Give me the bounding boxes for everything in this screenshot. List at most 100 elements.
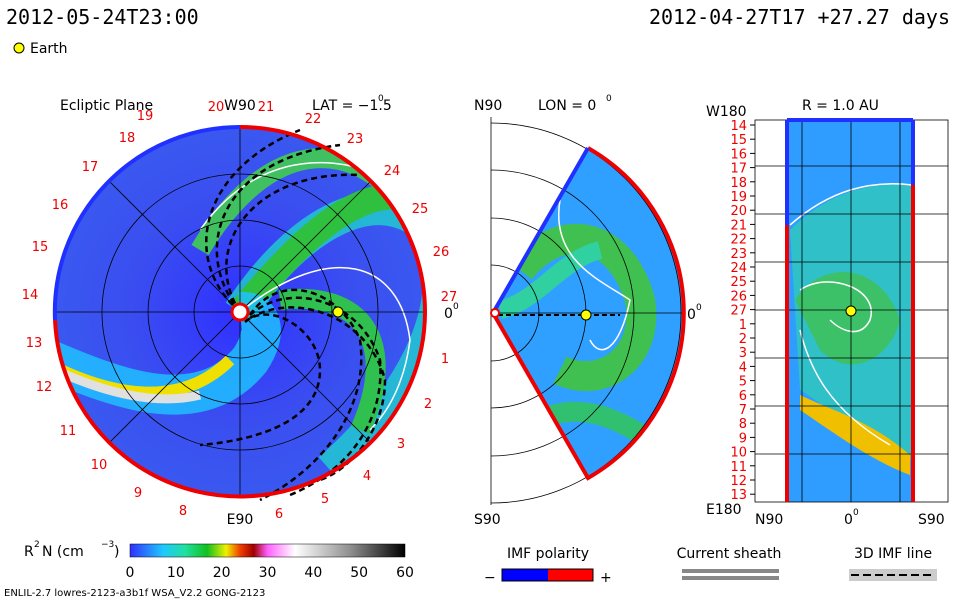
meridional-top: N90: [474, 98, 502, 114]
sphere-bottom-mid: 0: [844, 512, 853, 528]
sphere-bottom-left: E180: [706, 502, 742, 518]
ecliptic-rim-blue: [52, 124, 241, 321]
meridional-panel: N90 LON = 0 0 S90 0 0: [474, 94, 702, 528]
sphere-label: 4: [739, 360, 747, 375]
meridional-right-sup: 0: [696, 303, 702, 313]
sphere-label: 18: [730, 176, 747, 191]
carrington-label: 5: [321, 492, 329, 507]
ecliptic-rim-red-2: [53, 319, 331, 499]
ecliptic-right: 0: [444, 306, 453, 322]
sphere-bottom-n: N90: [755, 512, 783, 528]
meridional-right: 0: [687, 307, 696, 323]
sun: [230, 302, 250, 322]
sphere-labels: 1415161718192021222324252627123456789101…: [730, 119, 755, 503]
sphere-label: 12: [730, 474, 747, 489]
carrington-label: 15: [32, 240, 49, 255]
colorbar-tick-label: 40: [304, 565, 322, 581]
sphere-label: 15: [730, 133, 747, 148]
ecliptic-grid: [55, 127, 425, 497]
sphere-label: 1: [739, 318, 747, 333]
carrington-label: 21: [258, 100, 275, 115]
sphere-label: 14: [730, 119, 747, 134]
colorbar-tick-label: 30: [259, 565, 277, 581]
sphere-label: 27: [730, 304, 747, 319]
colorbar-label-sup: −3: [101, 540, 114, 550]
carrington-label: 17: [82, 160, 99, 175]
carrington-label: 20: [208, 100, 225, 115]
sheath-line-2: [682, 576, 779, 580]
sphere-label: 20: [730, 204, 747, 219]
carrington-label: 4: [363, 469, 371, 484]
carrington-label: 19: [137, 109, 154, 124]
ecliptic-right-sup: 0: [453, 302, 459, 312]
sphere-label: 19: [730, 190, 747, 205]
carrington-label: 9: [134, 486, 142, 501]
wedge-rim-blue: [491, 147, 590, 314]
sphere-label: 6: [739, 389, 747, 404]
colorbar-ticks: 0 10 20 30 40 50 60: [126, 565, 414, 581]
carrington-label: 3: [397, 437, 405, 452]
sphere-label: 23: [730, 247, 747, 262]
footer: ENLIL-2.7 lowres-2123-a3b1f WSA_V2.2 GON…: [4, 588, 265, 599]
carrington-label: 11: [60, 424, 77, 439]
sheath-line: [682, 569, 779, 573]
sphere-label: 25: [730, 275, 747, 290]
carrington-label: 13: [26, 336, 43, 351]
carrington-label: 16: [52, 198, 69, 213]
wedge-rim-red: [491, 146, 686, 481]
sun-meridional: [490, 308, 500, 318]
meridional-bottom: S90: [474, 512, 501, 528]
colorbar-label-r: R: [24, 544, 34, 560]
colorbar-tick-label: 0: [126, 565, 135, 581]
sphere-top-left: W180: [706, 104, 747, 120]
imf-plus: +: [600, 570, 612, 586]
earth-ecliptic: [332, 306, 344, 318]
sphere-title: R = 1.0 AU: [802, 98, 879, 114]
sphere-label: 13: [730, 488, 747, 503]
carrington-label: 23: [347, 132, 364, 147]
colorbar-tick-label: 60: [396, 565, 414, 581]
sphere-label: 17: [730, 162, 747, 177]
sphere-label: 7: [739, 403, 747, 418]
carrington-label: 12: [36, 380, 53, 395]
header-left: 2012-05-24T23:00: [6, 5, 199, 29]
carrington-label: 1: [441, 352, 449, 367]
ecliptic-top: W90: [224, 98, 256, 114]
imf-minus: −: [484, 570, 496, 586]
carrington-label: 6: [275, 507, 283, 522]
imf-title: IMF polarity: [507, 546, 589, 562]
carrington-label: 27: [441, 290, 458, 305]
carrington-label: 24: [384, 164, 401, 179]
carrington-label: 10: [91, 458, 108, 473]
ecliptic-panel: Ecliptic Plane W90 E90 LAT = −1.5 0 0 0 …: [22, 94, 459, 528]
sphere-label: 22: [730, 233, 747, 248]
earth-icon: [13, 42, 25, 54]
meridional-lon-sup: 0: [606, 94, 612, 104]
imf-neg: [502, 569, 548, 581]
ecliptic-bottom: E90: [227, 512, 254, 528]
sphere-label: 16: [730, 147, 747, 162]
colorbar-label-r-sup: 2: [34, 540, 40, 550]
line3d-title: 3D IMF line: [854, 546, 932, 562]
sphere-bottom-s: S90: [918, 512, 945, 528]
carrington-label: 22: [305, 112, 322, 127]
sphere-label: 10: [730, 446, 747, 461]
sphere-label: 8: [739, 417, 747, 432]
sphere-panel: W180 R = 1.0 AU E180 N90 0 0 S90 1415161…: [706, 98, 949, 528]
earth-sphere: [845, 305, 857, 317]
sphere-label: 2: [739, 332, 747, 347]
colorbar-tick-label: 50: [350, 565, 368, 581]
carrington-label: 26: [433, 245, 450, 260]
colorbar: [129, 543, 406, 558]
sphere-label: 3: [739, 346, 747, 361]
sphere-label: 5: [739, 375, 747, 390]
sphere-label: 24: [730, 261, 747, 276]
colorbar-tick-label: 20: [213, 565, 231, 581]
sphere-label: 9: [739, 431, 747, 446]
earth-meridional: [580, 309, 592, 321]
colorbar-tick-label: 10: [167, 565, 185, 581]
carrington-label: 8: [179, 504, 187, 519]
